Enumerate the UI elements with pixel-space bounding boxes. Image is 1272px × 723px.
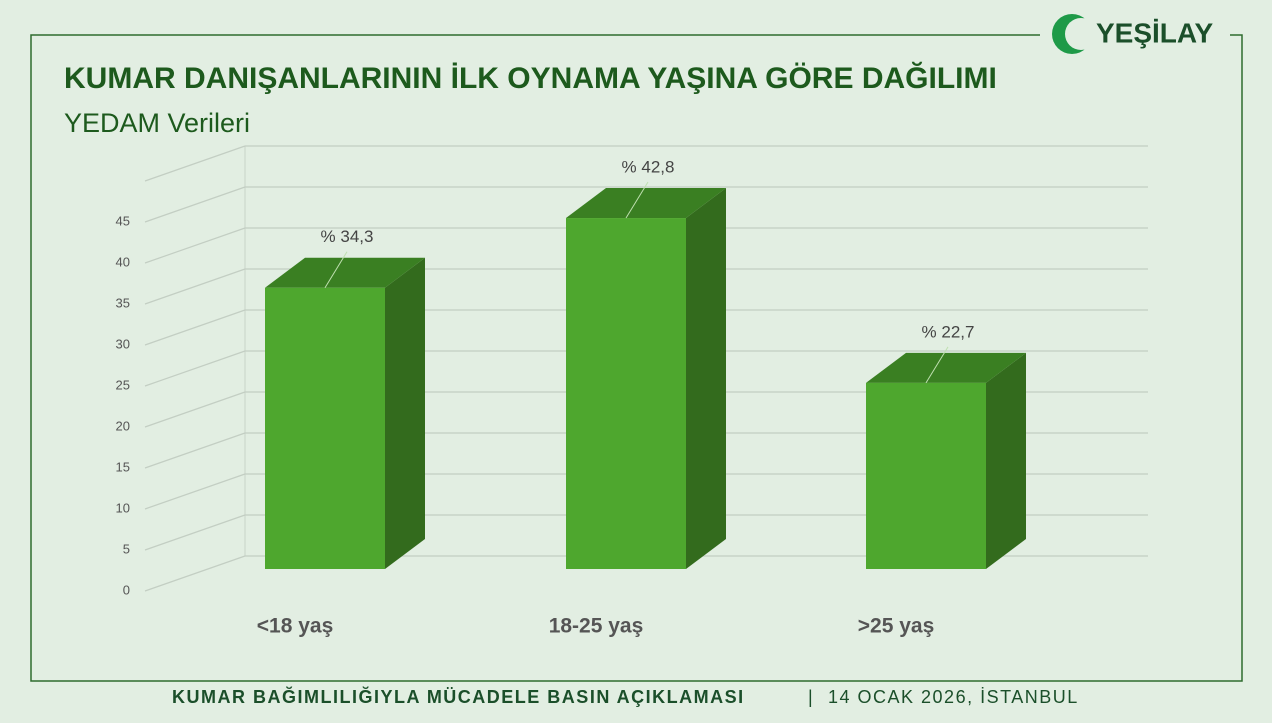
bar-side [686,188,726,570]
footer-right: 14 OCAK 2026, İSTANBUL [828,687,1079,707]
x-tick-label: <18 yaş [257,615,334,638]
bar-top [866,352,1026,383]
grid-diagonal [144,309,246,346]
bar-top [265,257,425,288]
y-tick-label: 35 [116,295,130,310]
y-tick-label: 40 [116,254,130,269]
y-tick-label: 45 [116,213,130,228]
footer-bg [0,682,1272,718]
x-tick-label: 18-25 yaş [549,615,644,638]
y-tick-label: 10 [116,500,130,515]
grid-diagonal [144,350,246,387]
label-leader [625,181,649,219]
logo-text: YEŞİLAY [1096,17,1214,48]
y-tick-label: 5 [123,541,130,556]
bar [866,382,986,569]
bar [265,287,385,569]
footer-left: KUMAR BAĞIMLILIĞIYLA MÜCADELE BASIN AÇIK… [172,686,745,707]
logo-crescent-cut [1065,18,1097,50]
value-label: % 42,8 [622,158,675,177]
grid-diagonal [144,555,246,592]
bar-side [385,257,425,569]
chart-subtitle: YEDAM Verileri [64,108,250,138]
grid-diagonal [144,473,246,510]
x-tick-label: >25 yaş [858,615,935,638]
y-tick-label: 15 [116,459,130,474]
frame [30,34,1243,682]
chart-title: KUMAR DANIŞANLARININ İLK OYNAMA YAŞINA G… [64,61,997,95]
bar [566,218,686,570]
grid-diagonal [144,391,246,428]
label-leader [925,346,949,384]
y-tick-label: 0 [123,582,130,597]
grid-diagonal [144,227,246,264]
y-tick-label: 25 [116,377,130,392]
label-leader [324,251,348,289]
grid-diagonal [144,268,246,305]
value-label: % 22,7 [922,322,975,341]
grid-diagonal [144,514,246,551]
y-tick-label: 20 [116,418,130,433]
bar-top [566,188,726,219]
y-tick-label: 30 [116,336,130,351]
plot: 0 5 10 15 20 25 30 35 40 45 % 34,3 <18 yaş % 42,8 18-… [116,145,1148,638]
footer-separator: | [808,687,813,707]
grid-diagonal [144,186,246,223]
value-label: % 34,3 [321,227,374,246]
grid-diagonal [144,432,246,469]
grid-diagonal [144,145,246,182]
bar-side [986,352,1026,569]
